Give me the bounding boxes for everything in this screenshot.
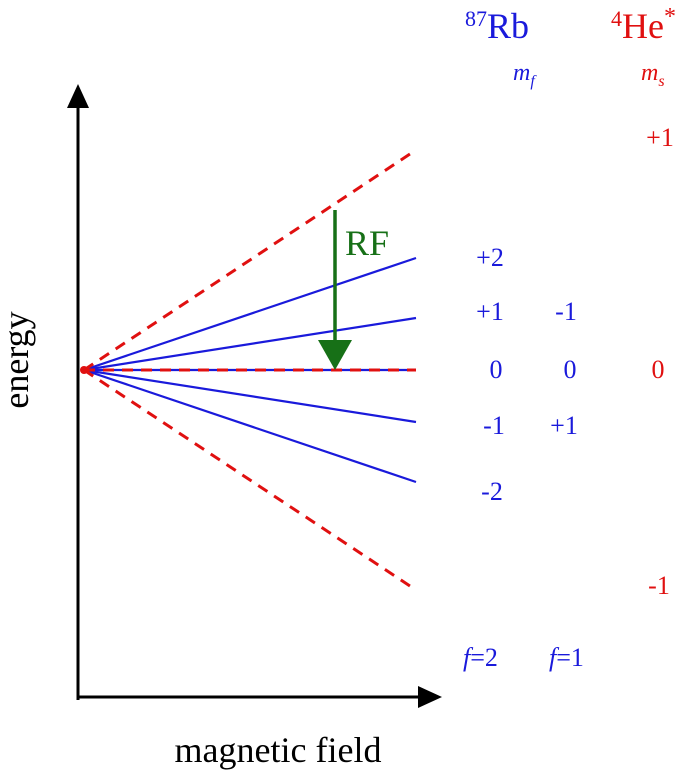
rb-line-mf-plus1: [83, 316, 417, 372]
rb-f1-mf-label: 0: [564, 355, 577, 384]
he-excited-star: *: [664, 4, 676, 30]
rb-mf-subscript: f: [530, 73, 537, 90]
he-line-ms-minus1: [83, 368, 417, 592]
origin-dot: [80, 366, 88, 374]
he-ms-header: ms: [641, 60, 665, 90]
he-mass-number: 4: [611, 6, 622, 31]
he-ms-subscript: s: [658, 73, 664, 90]
rb-f1-mf-label: +1: [550, 411, 578, 440]
rb-f1-mf-label: -1: [555, 297, 577, 326]
he-line-ms-plus1: [83, 148, 417, 372]
rb-line-mf-minus1: [83, 368, 417, 424]
rb-f2-mf-label: 0: [490, 355, 503, 384]
he-ms-labels: +1 0 -1: [646, 123, 674, 600]
rb-zeeman-lines: [83, 256, 417, 484]
he-species-header: 4He*: [611, 4, 676, 46]
he-symbol: He: [622, 6, 664, 46]
rb-mf-header: mf: [513, 60, 537, 90]
he-zeeman-lines: [83, 148, 417, 592]
f1-equals: =1: [556, 643, 584, 672]
he-ms-label: 0: [652, 355, 665, 384]
rb-f1-manifold-label: f=1: [549, 643, 584, 672]
rb-f2-labels: +2 +1 0 -1 -2: [476, 243, 505, 506]
rb-f2-manifold-label: f=2: [463, 643, 498, 672]
rf-label: RF: [345, 223, 389, 263]
he-ms-label: -1: [648, 571, 670, 600]
f1-f-letter: f: [549, 643, 560, 672]
he-ms-letter: m: [641, 60, 658, 86]
f2-f-letter: f: [463, 643, 474, 672]
f2-equals: =2: [470, 643, 498, 672]
rb-f1-labels: -1 0 +1: [550, 297, 578, 440]
rb-f2-mf-label: -1: [483, 411, 505, 440]
rf-arrowhead: [318, 340, 352, 370]
rb-f2-mf-label: -2: [481, 477, 503, 506]
rb-line-mf-plus2: [83, 256, 417, 372]
rb-f2-mf-label: +2: [476, 243, 504, 272]
x-axis-arrowhead: [418, 686, 442, 708]
rb-symbol: Rb: [487, 6, 529, 46]
y-axis-label: energy: [0, 311, 36, 408]
y-axis-arrowhead: [67, 84, 89, 108]
rb-f2-mf-label: +1: [476, 297, 504, 326]
x-axis-label: magnetic field: [175, 730, 382, 770]
rb-mass-number: 87: [465, 6, 487, 31]
rb-line-mf-minus2: [83, 368, 417, 484]
he-ms-label: +1: [646, 123, 674, 152]
rb-mf-letter: m: [513, 60, 530, 86]
rb-species-header: 87Rb: [465, 6, 529, 46]
